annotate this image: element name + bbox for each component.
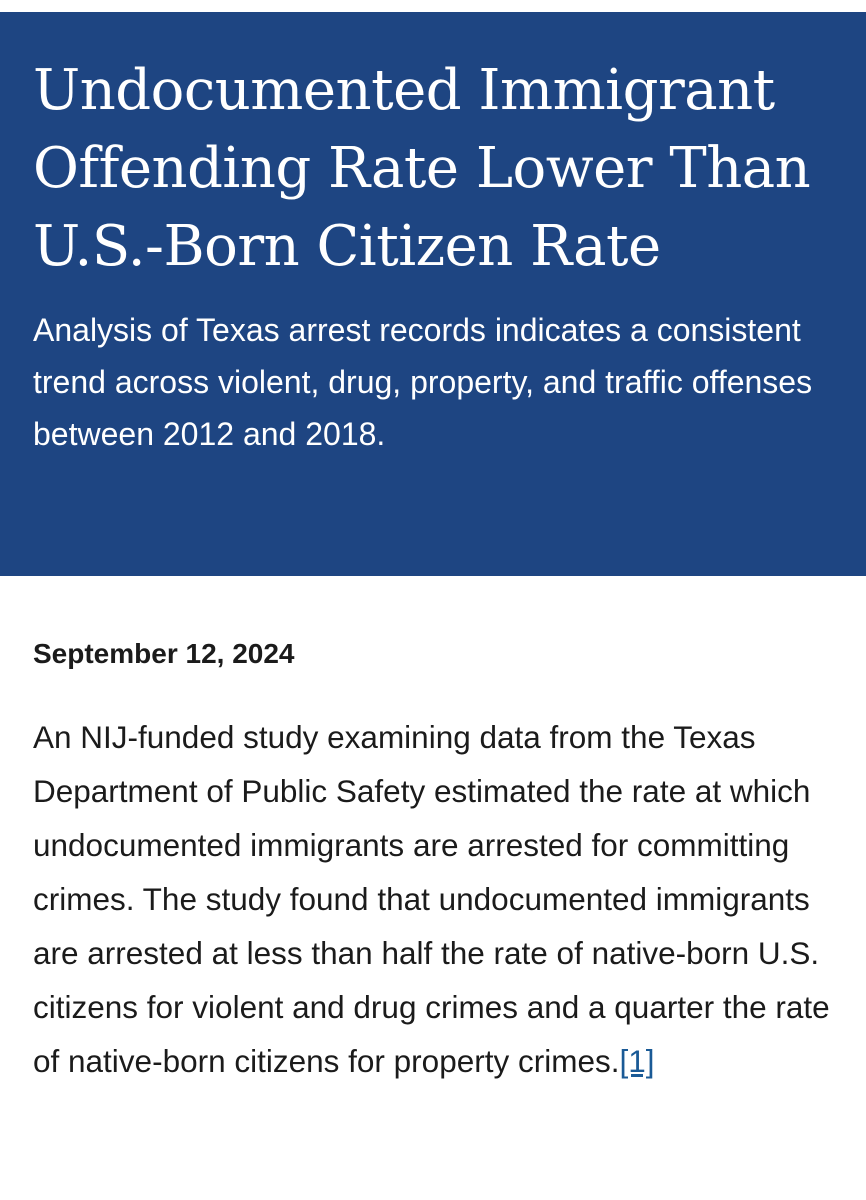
page-subtitle: Analysis of Texas arrest records indicat… <box>33 312 813 452</box>
hero-banner: Undocumented Immigrant Offending Rate Lo… <box>0 12 866 576</box>
article-paragraph-text: An NIJ-funded study examining data from … <box>33 719 830 1079</box>
publish-date: September 12, 2024 <box>33 638 295 669</box>
article-content: September 12, 2024 An NIJ-funded study e… <box>33 636 833 1088</box>
page-title: Undocumented Immigrant Offending Rate Lo… <box>33 58 811 279</box>
footnote-link[interactable]: [1] <box>619 1043 655 1079</box>
top-strip <box>0 0 866 12</box>
article-paragraph: An NIJ-funded study examining data from … <box>33 710 833 1088</box>
